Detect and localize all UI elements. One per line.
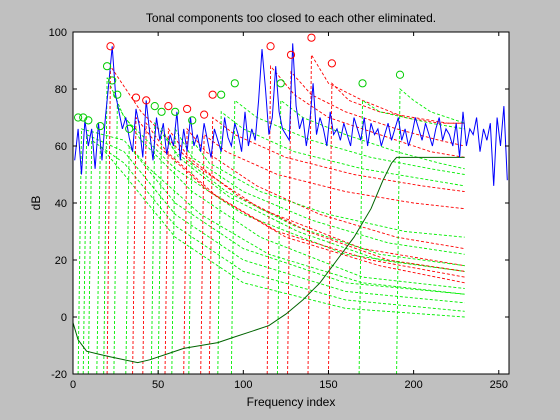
tonal-masking-curve bbox=[164, 127, 465, 374]
nontonal-masking-curve bbox=[87, 139, 465, 374]
nontonal-masker-marker bbox=[150, 102, 159, 111]
nontonal-masker-marker bbox=[230, 79, 239, 88]
nontonal-masker-marker bbox=[84, 116, 93, 125]
nontonal-masker-marker bbox=[188, 116, 197, 125]
y-tick-label: 80 bbox=[55, 84, 67, 96]
nontonal-masking-curve bbox=[188, 138, 465, 374]
x-axis-label: Frequency index bbox=[247, 395, 336, 409]
nontonal-masking-curve bbox=[96, 144, 465, 374]
x-tick-label: 150 bbox=[319, 379, 337, 391]
tonal-masker-marker bbox=[183, 104, 192, 114]
nontonal-masker-marker bbox=[395, 70, 405, 79]
nontonal-masking-curve bbox=[396, 88, 465, 374]
nontonal-masking-curve bbox=[358, 99, 465, 374]
y-tick-label: -20 bbox=[51, 369, 67, 381]
tonal-masking-curve bbox=[266, 64, 465, 374]
tonal-masker-marker bbox=[208, 90, 217, 99]
nontonal-masking-curve bbox=[230, 99, 465, 374]
tonal-masking-curve bbox=[328, 82, 465, 374]
nontonal-masker-marker bbox=[108, 76, 117, 85]
x-tick-label: 100 bbox=[234, 379, 252, 391]
nontonal-masking-curve bbox=[157, 127, 465, 374]
nontonal-masker-marker bbox=[74, 113, 83, 122]
x-tick-label: 0 bbox=[70, 379, 76, 391]
nontonal-masking-curve bbox=[77, 128, 465, 374]
nontonal-masker-marker bbox=[217, 90, 226, 99]
nontonal-masker-marker bbox=[125, 124, 134, 133]
y-tick-label: 40 bbox=[55, 198, 67, 210]
y-tick-label: 20 bbox=[55, 255, 67, 267]
y-axis-ticks: -20 0 20 40 60 80 100 bbox=[49, 27, 509, 381]
power-spectrum bbox=[74, 43, 508, 186]
nontonal-masker-marker bbox=[157, 107, 166, 116]
nontonal-masker-marker bbox=[171, 107, 180, 116]
chart-title: Tonal components too closed to each othe… bbox=[146, 11, 436, 25]
tonal-masking-curve bbox=[200, 133, 465, 374]
x-axis-ticks: 0 50 100 150 200 250 bbox=[70, 32, 508, 391]
nontonal-masker-marker bbox=[79, 113, 88, 122]
x-tick-label: 250 bbox=[490, 379, 508, 391]
y-tick-label: 100 bbox=[49, 27, 67, 39]
global-masking-threshold bbox=[73, 156, 465, 364]
nontonal-masking-curve bbox=[217, 110, 465, 374]
nontonal-masking-curve bbox=[113, 104, 465, 374]
nontonal-masking-curve bbox=[103, 77, 465, 374]
nontonal-masker-marker bbox=[276, 79, 285, 88]
nontonal-masking-curve bbox=[150, 121, 465, 374]
nontonal-masker-marker bbox=[358, 79, 367, 88]
nontonal-masker-marker bbox=[113, 90, 122, 99]
tonal-masking-curve bbox=[132, 116, 465, 374]
masker-markers bbox=[74, 33, 405, 133]
nontonal-masking-curve bbox=[125, 144, 465, 374]
nontonal-masking-curve bbox=[82, 133, 465, 374]
tonal-masking-curve bbox=[287, 70, 465, 374]
y-axis-label: dB bbox=[29, 196, 43, 211]
tonal-masking-curve bbox=[142, 121, 465, 374]
tonal-masking-curve bbox=[208, 116, 465, 374]
tonal-masking-curve bbox=[183, 127, 465, 374]
nontonal-masking-curve bbox=[276, 99, 465, 374]
tonal-masker-marker bbox=[106, 42, 115, 51]
tonal-masker-marker bbox=[142, 96, 151, 105]
tonal-masker-marker bbox=[164, 102, 173, 111]
tonal-masker-marker bbox=[131, 93, 141, 102]
tonal-masking-curve bbox=[307, 53, 465, 374]
tonal-masker-marker bbox=[286, 50, 296, 59]
x-tick-label: 200 bbox=[404, 379, 422, 391]
y-tick-label: 60 bbox=[55, 141, 67, 153]
tonal-masker-marker bbox=[327, 59, 336, 68]
threshold-line bbox=[73, 156, 465, 364]
tonal-masker-marker bbox=[307, 33, 316, 42]
nontonal-masker-marker bbox=[102, 62, 112, 71]
y-tick-label: 0 bbox=[61, 312, 67, 324]
tonal-masker-marker bbox=[266, 42, 275, 51]
spectrum-line bbox=[74, 43, 508, 186]
tonal-masker-marker bbox=[200, 110, 209, 119]
nontonal-masker-marker bbox=[96, 121, 105, 131]
x-tick-label: 50 bbox=[152, 379, 164, 391]
